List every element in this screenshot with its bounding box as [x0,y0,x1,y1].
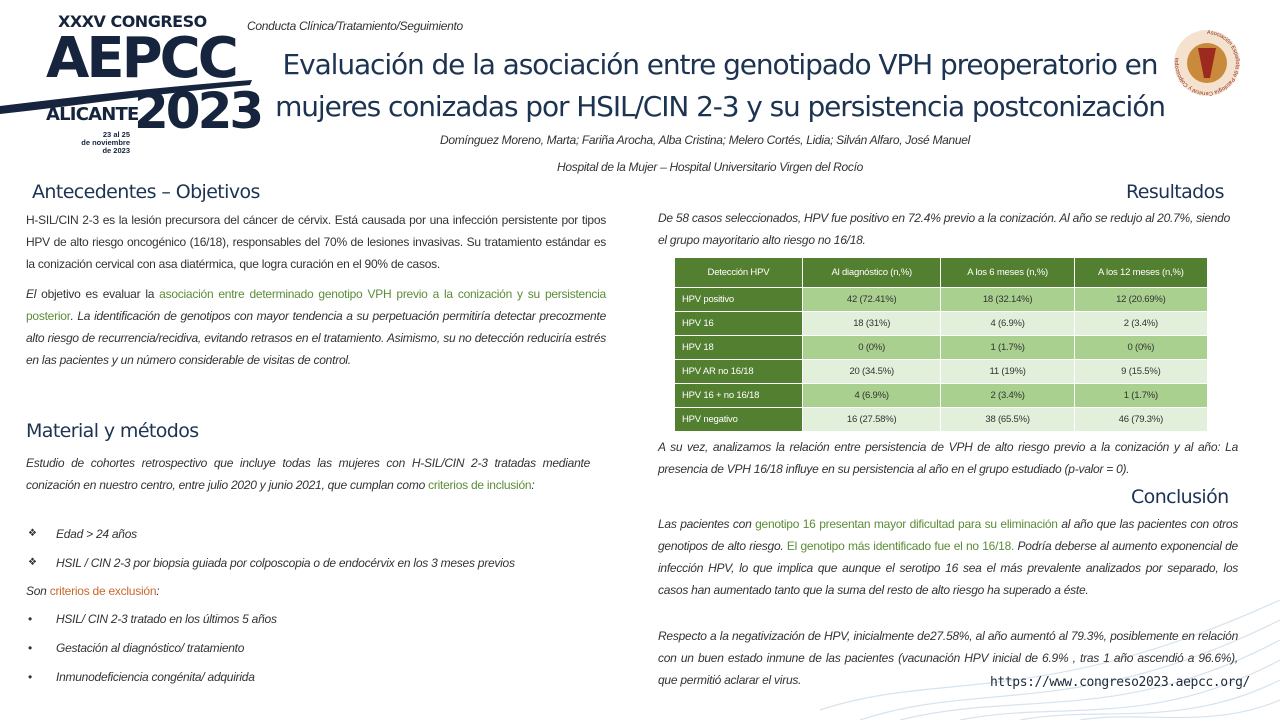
date-line: 23 al 25 [102,130,130,139]
text: El [26,287,42,301]
text: objetivo [41,287,81,301]
highlight: criterios de exclusión [49,584,157,598]
table-row: HPV negativo 16 (27.58%) 38 (65.5%) 46 (79.… [674,407,1209,432]
text: Son [26,584,50,598]
date-line: de noviembre [81,138,130,147]
title-line: Evaluación de la asociación entre genoti… [282,48,1159,81]
inclusion-list: Edad > 24 añosHSIL / CIN 2-3 por biopsia… [26,527,606,585]
institution: Hospital de la Mujer – Hospital Universi… [557,160,863,174]
conclusion-paragraph: Las pacientes con genotipo 16 presentan … [658,513,1238,601]
table-cell: 20 (34.5%) [801,359,942,384]
results-table: Detección HPV Al diagnóstico (n,%) A los 6… [674,257,1209,432]
table-cell: 12 (20.69%) [1073,287,1209,312]
authors: Domínguez Moreno, Marta; Fariña Arocha, … [439,133,970,147]
table-row: HPV positivo 42 (72.41%) 18 (32.14%) 12 (20… [674,287,1209,312]
table-cell: 38 (65.5%) [940,407,1075,432]
highlight: criterios de inclusión [428,478,532,492]
list-item: HSIL / CIN 2-3 por biopsia guiada por co… [26,556,606,585]
results-after: A su vez, analizamos la relación entre p… [658,440,1238,476]
table-cell: 4 (6.9%) [801,383,942,408]
highlight: genotipo 16 presentan mayor dificultad p… [755,517,1058,531]
results-intro: De 58 casos seleccionados, HPV fue posit… [658,211,1230,247]
title-line: mujeres conizadas por HSIL/CIN 2-3 y su … [275,90,1166,123]
row-label: HPV AR no 16/18 [674,359,803,384]
category: Conducta Clínica/Tratamiento/Seguimiento [247,19,463,33]
table-cell: 1 (1.7%) [1073,383,1209,408]
background-paragraph: H-SIL/CIN 2-3 es la lesión precursora de… [26,213,606,271]
date-line: de 2023 [102,146,130,155]
text: es evaluar la [80,287,160,301]
table-cell: 1 (1.7%) [940,335,1075,360]
objective-paragraph: El objetivo es evaluar la asociación ent… [26,283,606,371]
list-item: HSIL/ CIN 2-3 tratado en los últimos 5 a… [26,612,606,641]
header-cell: Detección HPV [674,257,803,288]
table-cell: 11 (19%) [940,359,1075,384]
table-cell: 4 (6.9%) [940,311,1075,336]
list-item: Gestación al diagnóstico/ tratamiento [26,641,606,670]
congress-brand: AEPCC [46,26,239,91]
text: al año que las pacientes con otros genot… [658,517,1238,553]
text: Estudio de cohortes retrospectivo que in… [26,456,590,492]
exclusion-list: HSIL/ CIN 2-3 tratado en los últimos 5 a… [26,612,606,699]
row-label: HPV 16 + no 16/18 [674,383,803,408]
congress-year: 2023 [134,82,264,140]
table-cell: 2 (3.4%) [1073,311,1209,336]
row-label: HPV 18 [674,335,803,360]
row-label: HPV positivo [674,287,803,312]
header-cell: A los 6 meses (n,%) [940,257,1075,288]
header-cell: A los 12 meses (n,%) [1073,257,1209,288]
highlight: asociación entre determinado genotipo VP… [26,287,606,323]
logo-swoosh [0,80,252,114]
text: . La identificación de genotipos con may… [26,309,606,367]
list-item: Edad > 24 años [26,527,606,556]
wave-decoration [820,599,1280,720]
table-row: HPV 16 18 (31%) 4 (6.9%) 2 (3.4%) [674,311,1209,336]
title: Evaluación de la asociación entre genoti… [260,44,1180,128]
list-item: Inmunodeficiencia congénita/ adquirida [26,670,606,699]
table-cell: 16 (27.58%) [801,407,942,432]
section-heading: Antecedentes – Objetivos [32,181,260,203]
congress-dates: 23 al 25 de noviembre de 2023 [60,131,130,155]
table-row: HPV AR no 16/18 20 (34.5%) 11 (19%) 9 (15.5… [674,359,1209,384]
table-cell: 9 (15.5%) [1073,359,1209,384]
table-header-row: Detección HPV Al diagnóstico (n,%) A los 6… [674,257,1209,288]
row-label: HPV 16 [674,311,803,336]
exclusion-intro: Son criterios de exclusión: [26,580,586,602]
table-cell: 18 (32.14%) [940,287,1075,312]
url: https://www.congreso2023.aepcc.org/ [990,675,1250,690]
table-row: HPV 18 0 (0%) 1 (1.7%) 0 (0%) [674,335,1209,360]
text: Podría deberse al aumento exponencial de… [658,539,1238,597]
header-cell: Al diagnóstico (n,%) [801,257,942,288]
table-cell: 18 (31%) [801,311,942,336]
methods-intro: Estudio de cohortes retrospectivo que in… [26,452,590,496]
society-logo: Asociación Española de Patología Cervica… [1174,30,1240,96]
text: Las pacientes con [658,517,756,531]
text: : [531,478,535,492]
congress-edition: XXXV CONGRESO [58,12,207,31]
section-heading: Resultados [1126,181,1225,203]
table-cell: 0 (0%) [1073,335,1209,360]
section-heading: Conclusión [1131,486,1229,508]
row-label: HPV negativo [674,407,803,432]
table-row: HPV 16 + no 16/18 4 (6.9%) 2 (3.4%) 1 (1.7%… [674,383,1209,408]
congress-city: ALICANTE [46,104,139,125]
highlight: El genotipo más identificado fue el no 1… [786,539,1015,553]
table-cell: 46 (79.3%) [1073,407,1209,432]
table-cell: 2 (3.4%) [940,383,1075,408]
conclusion-paragraph: Respecto a la negativización de HPV, ini… [658,629,1238,687]
table-cell: 0 (0%) [801,335,942,360]
table-cell: 42 (72.41%) [801,287,942,312]
text: : [156,584,160,598]
section-heading: Material y métodos [26,420,199,442]
